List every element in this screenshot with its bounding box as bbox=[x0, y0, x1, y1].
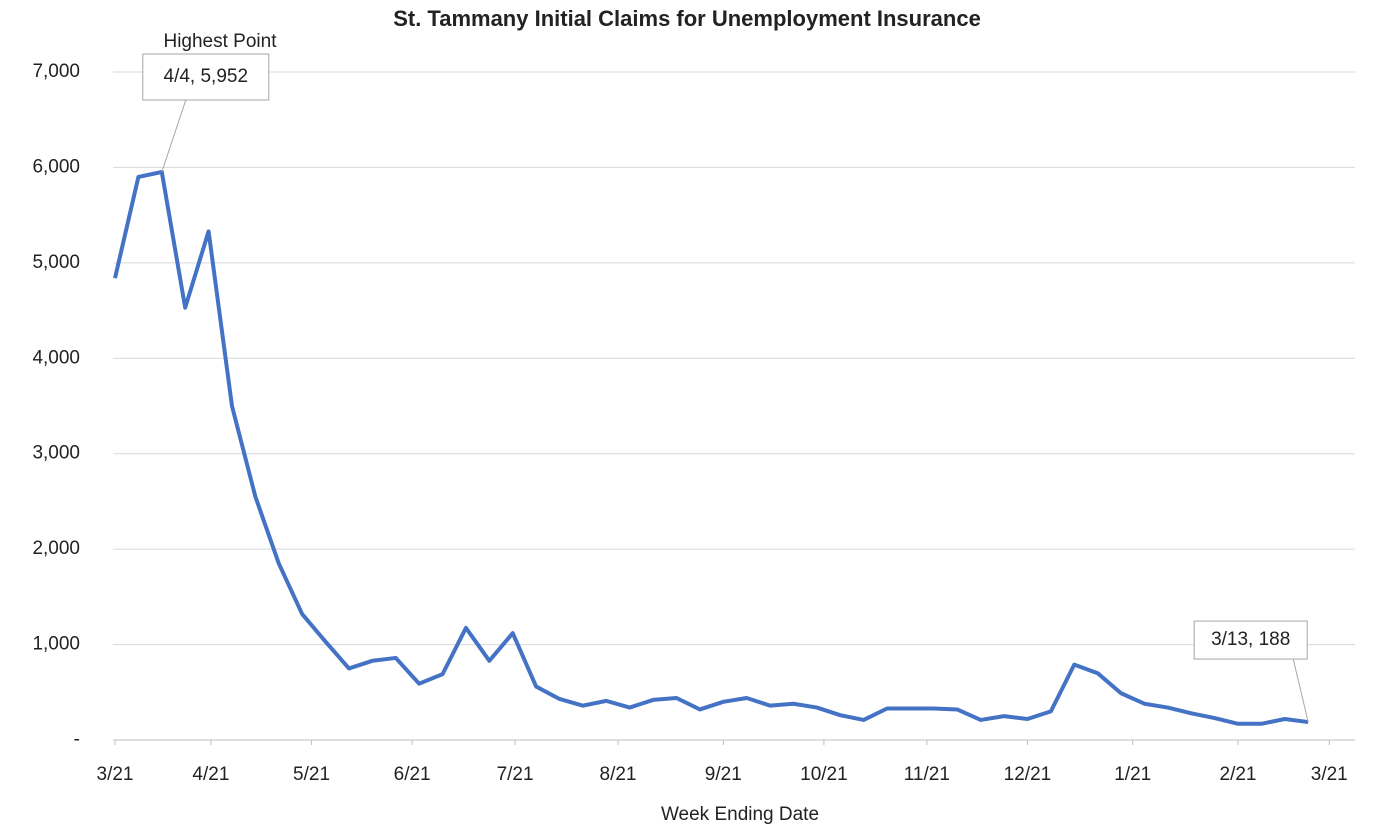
x-tick-label: 1/21 bbox=[1114, 764, 1151, 785]
y-tick-label: 3,000 bbox=[32, 443, 80, 464]
x-tick-label: 5/21 bbox=[293, 764, 330, 785]
callout-leader bbox=[161, 99, 187, 173]
callout-box bbox=[142, 53, 270, 101]
y-tick-label: - bbox=[74, 729, 80, 750]
line-series bbox=[113, 170, 1309, 726]
x-axis-label: Week Ending Date bbox=[661, 804, 819, 825]
data-label: 3/13, 188 bbox=[1211, 629, 1290, 650]
x-tick-label: 3/21 bbox=[97, 764, 134, 785]
x-tick-label: 6/21 bbox=[394, 764, 431, 785]
callout-leader bbox=[1292, 658, 1309, 723]
callout-box bbox=[1193, 620, 1308, 660]
x-tick-label: 2/21 bbox=[1220, 764, 1257, 785]
y-tick-label: 2,000 bbox=[32, 538, 80, 559]
data-label: 4/4, 5,952 bbox=[164, 66, 249, 87]
y-tick-label: 4,000 bbox=[32, 347, 80, 368]
y-tick-label: 1,000 bbox=[32, 634, 80, 655]
y-tick-label: 7,000 bbox=[32, 61, 80, 82]
x-tick-label: 12/21 bbox=[1004, 764, 1052, 785]
x-tick-label: 9/21 bbox=[705, 764, 742, 785]
chart-title: St. Tammany Initial Claims for Unemploym… bbox=[393, 6, 981, 31]
y-tick-label: 5,000 bbox=[32, 252, 80, 273]
annotation: Highest Point bbox=[163, 31, 277, 52]
x-tick-label: 10/21 bbox=[800, 764, 848, 785]
x-tick-label: 4/21 bbox=[192, 764, 229, 785]
y-tick-label: 6,000 bbox=[32, 156, 80, 177]
x-tick-label: 3/21 bbox=[1311, 764, 1348, 785]
x-tick-label: 11/21 bbox=[904, 764, 950, 785]
x-tick-label: 8/21 bbox=[600, 764, 637, 785]
x-tick-label: 7/21 bbox=[497, 764, 534, 785]
